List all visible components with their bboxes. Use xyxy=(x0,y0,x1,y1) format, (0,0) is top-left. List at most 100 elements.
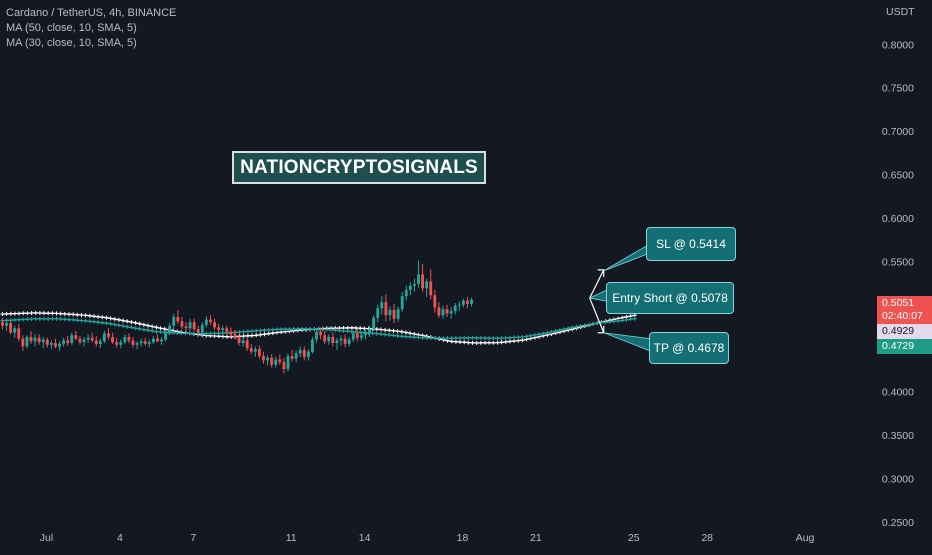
ma-30-marker xyxy=(83,318,88,323)
ma-50-marker xyxy=(125,319,130,324)
ma-30-marker xyxy=(333,328,338,333)
ma-30-marker xyxy=(632,316,637,321)
candle-body xyxy=(257,349,261,357)
ma-30-marker xyxy=(424,336,429,340)
ma-30-marker xyxy=(611,319,616,324)
candle-body xyxy=(188,322,192,329)
ma-30-marker xyxy=(495,336,500,341)
trade-drawing[interactable] xyxy=(588,237,661,353)
ma-30-marker xyxy=(470,335,475,340)
ma-50-marker xyxy=(395,329,400,334)
candle-body xyxy=(400,296,404,310)
x-tick-label: 11 xyxy=(286,532,297,544)
candle-body xyxy=(29,336,33,342)
candle-body xyxy=(115,342,119,345)
ma-30-marker xyxy=(12,317,17,322)
candle-body xyxy=(355,333,359,338)
ma-50-marker xyxy=(87,313,92,318)
ma-30-marker xyxy=(175,331,180,335)
ma-50-marker xyxy=(507,339,512,344)
candle-body xyxy=(102,333,106,342)
candle-body xyxy=(213,322,216,328)
candle-body xyxy=(82,339,86,343)
candle-body xyxy=(376,308,380,318)
ma-50-marker xyxy=(17,311,22,316)
ma-30-marker xyxy=(562,327,566,332)
ma-30-marker xyxy=(391,333,396,338)
ma-50-legend[interactable]: MA (50, close, 10, SMA, 5) xyxy=(6,22,137,34)
candle-body xyxy=(225,328,229,332)
ma-30-marker xyxy=(587,322,591,327)
ma-30-marker xyxy=(403,334,408,339)
ma-30-marker xyxy=(395,333,400,338)
ma-50-marker xyxy=(108,316,113,321)
ma-30-marker xyxy=(570,325,575,330)
candle-body xyxy=(359,335,363,338)
ma-50-marker xyxy=(499,340,504,345)
ma-30-marker xyxy=(262,328,267,333)
ma-30-marker xyxy=(574,324,579,329)
candle-body xyxy=(388,310,392,316)
ma-30-marker xyxy=(329,327,334,332)
candle-body xyxy=(160,339,163,342)
ma-30-marker xyxy=(553,329,558,333)
ma-white-price-tag: 0.4929 xyxy=(877,324,932,339)
candle-body xyxy=(466,300,469,304)
ma-50-marker xyxy=(374,327,379,332)
ma-50-marker xyxy=(112,317,117,322)
last-price-tag: 0.5051 02:40:07 xyxy=(877,296,932,324)
ma-30-legend[interactable]: MA (30, close, 10, SMA, 5) xyxy=(6,37,137,49)
candle-body xyxy=(21,338,25,347)
candle-body xyxy=(241,340,245,344)
ma-30-marker xyxy=(358,330,363,335)
tp-callout[interactable]: TP @ 0.4678 xyxy=(649,332,729,364)
ma-30-marker xyxy=(187,331,192,336)
x-tick-label: 7 xyxy=(190,532,196,544)
y-tick-label: 0.4000 xyxy=(882,387,914,399)
candle-body xyxy=(286,356,290,370)
candle-body xyxy=(461,300,465,305)
ma-30-marker xyxy=(133,326,138,331)
candle-body xyxy=(37,337,41,343)
x-tick-label: 21 xyxy=(530,532,542,544)
candle-body xyxy=(347,339,351,344)
candle-body xyxy=(49,343,53,345)
candle-body xyxy=(417,274,420,284)
ma-30-marker xyxy=(179,331,184,336)
ma-30-marker xyxy=(308,327,313,331)
candle-body xyxy=(13,328,17,333)
ma-30-marker xyxy=(125,324,130,329)
sl-callout[interactable]: SL @ 0.5414 xyxy=(646,227,736,261)
candle-body xyxy=(78,338,82,343)
ma-30-marker xyxy=(46,316,51,321)
candle-body xyxy=(217,327,221,330)
ma-30-marker xyxy=(520,335,525,339)
ma-50-marker xyxy=(71,312,76,317)
ma-30-marker xyxy=(291,327,296,331)
symbol-title[interactable]: Cardano / TetherUS, 4h, BINANCE xyxy=(6,7,177,19)
candles xyxy=(1,260,473,374)
ma-50-marker xyxy=(8,311,13,316)
ma-30-marker xyxy=(370,331,375,336)
ma-50-marker xyxy=(245,333,250,338)
ma-50-marker xyxy=(270,331,275,336)
candle-body xyxy=(107,333,110,337)
price-axis[interactable]: 0.8000 0.7500 0.7000 0.6500 0.6000 0.5500 0.50… xyxy=(882,39,914,529)
entry-callout[interactable]: Entry Short @ 0.5078 xyxy=(606,282,734,314)
ma-50-marker xyxy=(466,340,471,345)
ma-30-marker xyxy=(557,328,562,333)
ma-30-marker xyxy=(566,326,571,331)
ma-30-marker xyxy=(100,320,105,325)
candle-body xyxy=(135,343,139,345)
ma-30-marker xyxy=(87,319,92,324)
ma-50-marker xyxy=(83,313,88,318)
candle-body xyxy=(457,304,461,306)
candle-body xyxy=(282,362,286,370)
ma-50-marker xyxy=(495,340,500,345)
ma-30-marker xyxy=(79,318,84,323)
x-tick-label: 18 xyxy=(457,532,469,544)
candle-body xyxy=(364,332,367,336)
time-axis[interactable]: Jul 4 7 11 14 18 21 25 28 Aug xyxy=(40,532,815,544)
